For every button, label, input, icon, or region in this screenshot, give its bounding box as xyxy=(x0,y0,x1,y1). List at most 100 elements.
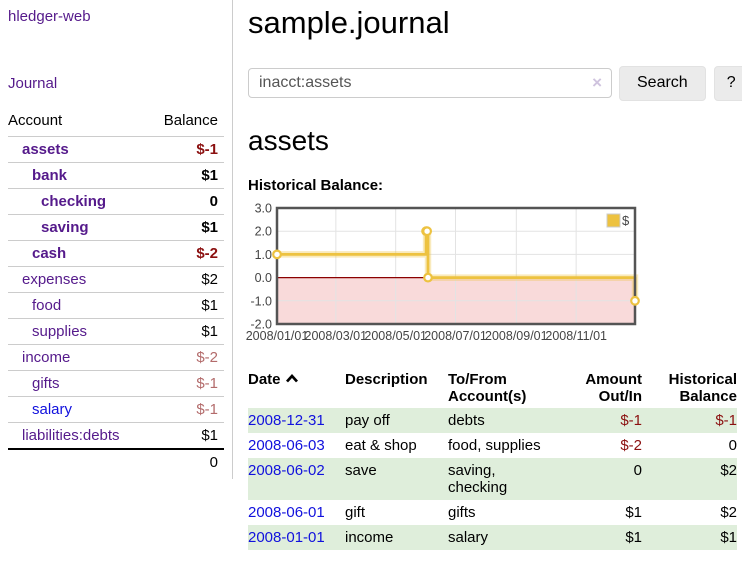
transaction-date-link[interactable]: 2008-06-03 xyxy=(248,437,325,455)
account-row-salary: salary $-1 xyxy=(8,396,224,423)
account-row-cash: cash $-2 xyxy=(8,240,224,267)
account-row-income: income $-2 xyxy=(8,344,224,371)
register-row: 2008-01-01 income salary $1 $1 xyxy=(248,525,737,551)
tofrom-header-label: To/From Account(s) xyxy=(448,371,527,406)
clear-search-icon[interactable]: × xyxy=(592,72,602,92)
balance-header-label: Historical Balance xyxy=(668,371,737,406)
svg-text:2008/09/01: 2008/09/01 xyxy=(485,329,548,343)
account-balance: $1 xyxy=(201,167,218,184)
amount-header-label: Amount Out/In xyxy=(585,371,642,406)
transaction-date-link[interactable]: 2008-06-01 xyxy=(248,504,325,522)
account-balance: $2 xyxy=(201,271,218,288)
sidebar: hledger-web Journal Account Balance asse… xyxy=(0,0,233,479)
transaction-balance: $2 xyxy=(720,504,737,522)
sidebar-item-journal[interactable]: Journal xyxy=(8,75,58,92)
account-balance: $1 xyxy=(201,323,218,340)
transaction-balance: $2 xyxy=(720,462,737,480)
account-link-bank[interactable]: bank xyxy=(32,167,68,184)
svg-text:1.0: 1.0 xyxy=(255,248,272,262)
account-balance: $-1 xyxy=(196,375,218,392)
register-header-row: Date Description To/From Account(s) Amou… xyxy=(248,368,737,408)
help-button[interactable]: ? xyxy=(713,65,742,101)
svg-text:2008/07/01: 2008/07/01 xyxy=(424,329,487,343)
search-input[interactable] xyxy=(248,67,612,98)
account-balance: $1 xyxy=(201,219,218,236)
svg-text:-1.0: -1.0 xyxy=(250,295,272,309)
account-row-bank: bank $1 xyxy=(8,162,224,189)
svg-text:0.0: 0.0 xyxy=(255,272,272,286)
account-balance: $-1 xyxy=(196,401,218,418)
search-button[interactable]: Search xyxy=(619,65,706,101)
transaction-date-link[interactable]: 2008-12-31 xyxy=(248,412,325,430)
transaction-description: gift xyxy=(345,504,366,522)
transaction-balance: $-1 xyxy=(715,412,737,430)
accounts-table: Account Balance assets $-1 bank $1 check… xyxy=(8,109,224,475)
account-link-food[interactable]: food xyxy=(32,297,62,314)
transaction-accounts: gifts xyxy=(448,504,476,522)
account-link-expenses[interactable]: expenses xyxy=(22,271,87,288)
historical-balance-chart: $3.0 2.0 1.0 0.0 -1.0 -2.02008/01/012008/03/0… xyxy=(246,202,640,343)
account-row-liabilities-debts: liabilities:debts $1 xyxy=(8,422,224,449)
balance-column-header: Balance xyxy=(163,112,218,129)
page-title: sample.journal xyxy=(248,5,450,40)
app-title-link[interactable]: hledger-web xyxy=(8,8,91,25)
transaction-description: pay off xyxy=(345,412,390,430)
account-column-header: Account xyxy=(8,112,63,129)
account-link-assets[interactable]: assets xyxy=(22,141,69,158)
accounts-total-value: 0 xyxy=(209,454,218,471)
transaction-date-link[interactable]: 2008-01-01 xyxy=(248,529,325,547)
transaction-balance: $1 xyxy=(720,529,737,547)
page: hledger-web Journal Account Balance asse… xyxy=(0,0,742,551)
transaction-amount: 0 xyxy=(633,462,642,480)
legend-swatch xyxy=(606,213,621,228)
description-header-label: Description xyxy=(345,371,428,389)
accounts-total-row: 0 xyxy=(8,448,224,475)
account-row-saving: saving $1 xyxy=(8,214,224,241)
transaction-amount: $1 xyxy=(625,529,642,547)
account-link-cash[interactable]: cash xyxy=(32,245,67,262)
register-row: 2008-06-01 gift gifts $1 $2 xyxy=(248,500,737,525)
transaction-amount: $-2 xyxy=(620,437,642,455)
accounts-table-header: Account Balance xyxy=(8,109,224,137)
transaction-description: income xyxy=(345,529,394,547)
chart-title: Historical Balance: xyxy=(248,177,384,195)
transaction-description: save xyxy=(345,462,377,480)
account-link-saving[interactable]: saving xyxy=(41,219,89,236)
amount-column-header: Amount Out/In xyxy=(570,368,642,408)
svg-text:2.0: 2.0 xyxy=(255,225,272,239)
account-heading: assets xyxy=(248,124,329,156)
account-link-salary[interactable]: salary xyxy=(32,401,73,418)
svg-text:3.0: 3.0 xyxy=(255,202,272,216)
account-row-expenses: expenses $2 xyxy=(8,266,224,293)
account-link-income[interactable]: income xyxy=(22,349,71,366)
account-balance: $-2 xyxy=(196,349,218,366)
transaction-balance: 0 xyxy=(728,437,737,455)
date-column-header[interactable]: Date xyxy=(248,368,345,408)
transaction-accounts: salary xyxy=(448,529,489,547)
svg-text:2008/11/01: 2008/11/01 xyxy=(545,329,607,343)
transaction-amount: $1 xyxy=(625,504,642,522)
register-table: Date Description To/From Account(s) Amou… xyxy=(248,368,737,551)
transaction-accounts: food, supplies xyxy=(448,437,541,455)
account-link-checking[interactable]: checking xyxy=(41,193,107,210)
account-link-supplies[interactable]: supplies xyxy=(32,323,88,340)
transaction-accounts: saving, checking xyxy=(448,462,508,497)
svg-text:2008/03/01: 2008/03/01 xyxy=(305,329,368,343)
account-balance: $-1 xyxy=(196,141,218,158)
account-balance: $-2 xyxy=(196,245,218,262)
legend-label: $ xyxy=(622,213,630,228)
account-link-gifts[interactable]: gifts xyxy=(32,375,60,392)
svg-text:2008/05/01: 2008/05/01 xyxy=(364,329,427,343)
description-column-header: Description xyxy=(345,368,448,408)
register-row: 2008-06-03 eat & shop food, supplies $-2… xyxy=(248,433,737,458)
search-form: × Search ? xyxy=(248,65,742,101)
transaction-description: eat & shop xyxy=(345,437,417,455)
transaction-accounts: debts xyxy=(448,412,485,430)
transaction-date-link[interactable]: 2008-06-02 xyxy=(248,462,325,480)
account-row-food: food $1 xyxy=(8,292,224,319)
account-row-assets: assets $-1 xyxy=(8,136,224,163)
account-balance: 0 xyxy=(209,193,218,210)
tofrom-column-header: To/From Account(s) xyxy=(448,368,570,408)
account-link-liabilities-debts[interactable]: liabilities:debts xyxy=(22,427,120,444)
register-row: 2008-06-02 save saving, checking 0 $2 xyxy=(248,458,737,501)
